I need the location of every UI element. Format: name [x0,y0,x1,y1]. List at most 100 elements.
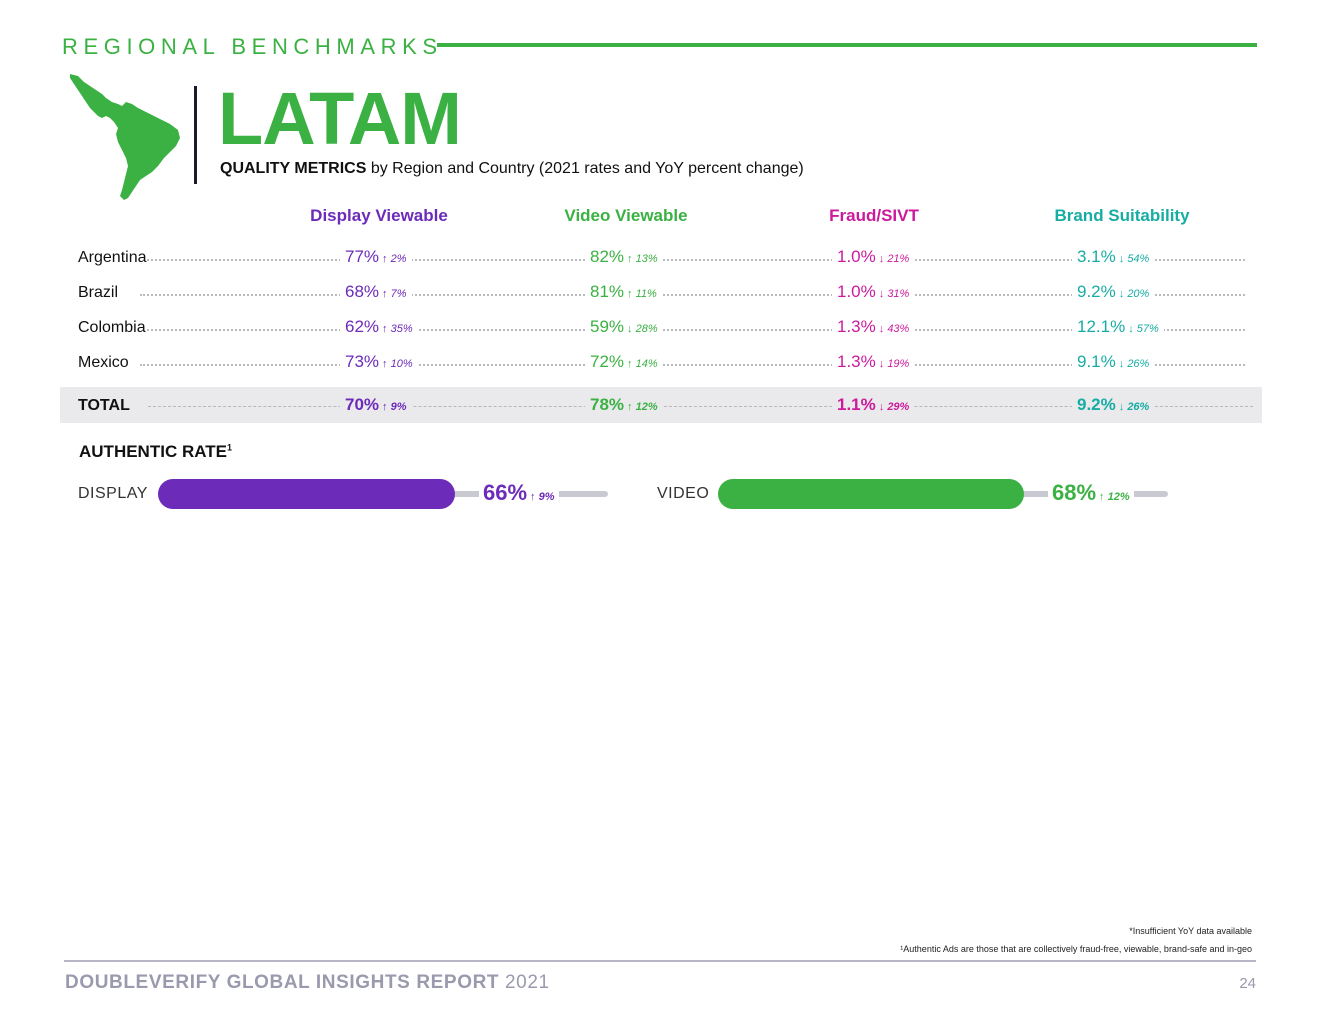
footnote-insufficient-data: *Insufficient YoY data available [1129,926,1252,936]
row-leader-line [140,329,1245,331]
fraud-cell: 1.0% ↓ 31% [832,281,915,305]
row-leader-line [140,294,1245,296]
video-yoy-change-value: 11% [635,288,657,300]
change-arrow-icon: ↓ [878,288,885,300]
change-arrow-icon: ↑ [627,401,633,413]
brand-rate: 3.1% [1077,247,1116,266]
display-authentic-rate: 66% [483,480,528,505]
change-arrow-icon: ↑ [627,253,633,265]
video-yoy-change: ↓ 28% [627,323,658,335]
display-cell: 70% ↑ 9% [340,394,412,418]
subtitle-bold: QUALITY METRICS [220,160,367,177]
page-subtitle: QUALITY METRICS by Region and Country (2… [220,160,804,178]
page-number: 24 [1239,975,1256,992]
video-bar-fill [718,479,1024,509]
footer-rule [64,960,1256,962]
fraud-yoy-change-value: 43% [887,323,910,335]
fraud-cell: 1.0% ↓ 21% [832,246,915,270]
fraud-yoy-change: ↓ 31% [879,288,910,300]
change-arrow-icon: ↑ [382,323,388,335]
video-cell: 78% ↑ 12% [585,394,663,418]
display-rate: 77% [345,247,380,266]
brand-cell: 12.1% ↓ 57% [1072,316,1164,340]
display-yoy-change: ↑ 9% [382,401,406,413]
row-leader-line [148,406,1253,407]
brand-cell: 9.2% ↓ 26% [1072,394,1155,418]
fraud-rate: 1.0% [837,247,876,266]
video-rate: 82% [590,247,625,266]
brand-yoy-change: ↓ 54% [1119,253,1150,265]
video-cell: 81% ↑ 11% [585,281,662,305]
display-bar-label: DISPLAY [78,485,148,502]
column-header-fraud-sivt: Fraud/SIVT [829,206,919,225]
country-label: Argentina [78,247,147,269]
brand-yoy-change: ↓ 20% [1119,288,1150,300]
row-leader-line [140,259,1245,261]
video-yoy-change-value: 12% [635,401,658,413]
display-bar-fill [158,479,455,509]
change-arrow-icon: ↓ [878,253,885,265]
authentic-footnote-mark: 1 [226,442,232,453]
row-leader-line [140,364,1245,366]
country-label: Brazil [78,282,119,304]
brand-yoy-change-value: 20% [1127,288,1150,300]
fraud-rate: 1.0% [837,282,876,301]
display-yoy-change-value: 7% [390,288,407,300]
brand-rate: 9.2% [1077,395,1116,414]
fraud-cell: 1.1% ↓ 29% [832,394,915,418]
country-label: Mexico [78,352,129,374]
footer-report-title: DOUBLEVERIFY GLOBAL INSIGHTS REPORT 2021 [65,972,550,994]
fraud-rate: 1.3% [837,317,876,336]
brand-cell: 9.1% ↓ 26% [1072,351,1155,375]
fraud-yoy-change-value: 31% [887,288,910,300]
subtitle-rest: by Region and Country (2021 rates and Yo… [366,160,804,177]
footnote-authentic-definition: ¹Authentic Ads are those that are collec… [900,944,1252,954]
change-arrow-icon: ↓ [1118,253,1125,265]
authentic-rate-title: AUTHENTIC RATE1 [79,442,232,462]
video-rate: 59% [590,317,625,336]
change-arrow-icon: ↓ [878,358,885,370]
fraud-rate: 1.1% [837,395,876,414]
display-cell: 77% ↑ 2% [340,246,412,270]
change-arrow-icon: ↓ [1128,323,1134,335]
total-label: TOTAL [78,397,130,414]
display-cell: 68% ↑ 7% [340,281,412,305]
brand-rate: 9.1% [1077,352,1116,371]
display-cell: 62% ↑ 35% [340,316,418,340]
fraud-yoy-change-value: 29% [887,401,910,413]
video-cell: 59% ↓ 28% [585,316,663,340]
video-yoy-change: ↑ 14% [627,358,658,370]
section-title: REGIONAL BENCHMARKS [62,34,443,59]
change-arrow-icon: ↓ [1118,401,1125,413]
display-yoy-change-value: 9% [390,401,407,413]
fraud-yoy-change: ↓ 43% [879,323,910,335]
video-authentic-change-value: 12% [1107,491,1130,503]
up-arrow-icon: ↑ [530,491,536,503]
column-header-brand-suitability: Brand Suitability [1054,206,1190,225]
video-authentic-value: 68% ↑ 12% [1048,480,1134,506]
brand-yoy-change-value: 57% [1136,323,1159,335]
brand-yoy-change-value: 26% [1127,401,1150,413]
region-title: LATAM [218,77,462,160]
fraud-yoy-change: ↓ 29% [879,401,910,413]
fraud-yoy-change-value: 19% [887,358,910,370]
table-row: Colombia 62% ↑ 35% 59% ↓ 28% 1.3% ↓ 43% 12.1% ↓ … [60,316,1262,341]
brand-cell: 9.2% ↓ 20% [1072,281,1155,305]
section-title-rule [437,43,1257,47]
video-bar-label: VIDEO [657,485,710,502]
column-header-video-viewable: Video Viewable [564,206,688,225]
display-yoy-change: ↑ 35% [382,323,413,335]
change-arrow-icon: ↓ [878,401,885,413]
change-arrow-icon: ↓ [878,323,885,335]
fraud-rate: 1.3% [837,352,876,371]
change-arrow-icon: ↑ [382,253,388,265]
change-arrow-icon: ↑ [627,288,633,300]
video-yoy-change-value: 13% [635,253,658,265]
brand-rate: 9.2% [1077,282,1116,301]
change-arrow-icon: ↑ [382,401,388,413]
south-america-map-icon [70,74,180,200]
up-arrow-icon: ↑ [1099,491,1105,503]
table-row: Brazil 68% ↑ 7% 81% ↑ 11% 1.0% ↓ 31% 9.2% ↓ 20% [60,281,1262,306]
display-yoy-change-value: 2% [390,253,407,265]
display-rate: 73% [345,352,380,371]
